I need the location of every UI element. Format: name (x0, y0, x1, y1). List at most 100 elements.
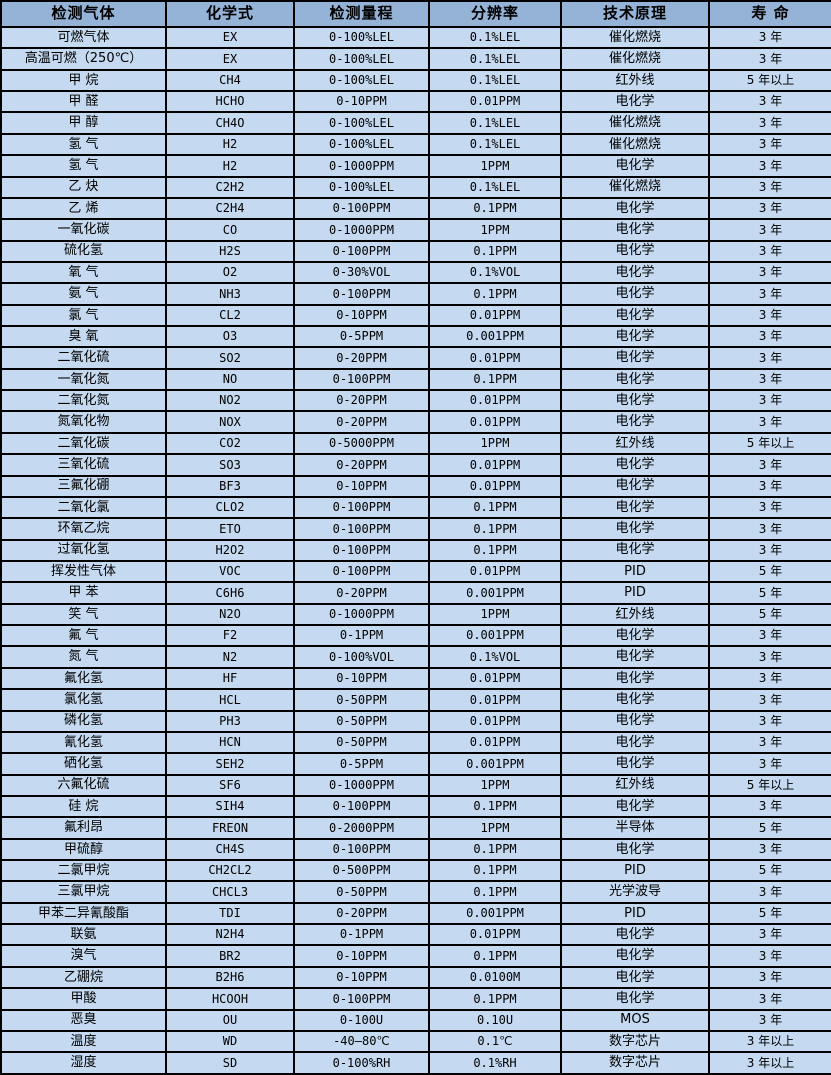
lifespan-cell: 3 年以上 (708, 1029, 831, 1054)
lifespan-cell: 3 年 (708, 282, 831, 306)
technical-principle-cell: 电化学 (560, 517, 710, 541)
lifespan-cell: 3 年 (708, 25, 831, 50)
resolution-cell: 0.001PPM (428, 624, 562, 648)
detection-range-cell: 0-100%LEL (293, 25, 430, 50)
technical-principle-cell: 电化学 (560, 794, 710, 819)
table-row: 氯化氢 HCL 0-50PPM 0.01PPM 电化学 3 年 (0, 688, 831, 712)
technical-principle-cell: 电化学 (560, 538, 710, 563)
technical-principle-cell: 电化学 (560, 752, 710, 776)
chemical-formula-cell: SO2 (165, 346, 295, 370)
chemical-formula-cell: HCHO (165, 90, 295, 114)
table-row: 过氧化氢 H2O2 0-100PPM 0.1PPM 电化学 3 年 (0, 538, 831, 563)
gas-name-cell: 氯化氢 (0, 688, 167, 712)
detection-range-cell: 0-100%RH (293, 1051, 430, 1075)
chemical-formula-cell: PH3 (165, 709, 295, 733)
lifespan-cell: 3 年 (708, 453, 831, 477)
detection-range-cell: 0-1000PPM (293, 154, 430, 178)
resolution-cell: 0.01PPM (428, 559, 562, 584)
detection-range-cell: 0-100PPM (293, 239, 430, 263)
detection-range-cell: 0-10PPM (293, 90, 430, 114)
resolution-cell: 0.1PPM (428, 196, 562, 221)
technical-principle-cell: 红外线 (560, 68, 710, 93)
resolution-cell: 0.1PPM (428, 794, 562, 819)
lifespan-cell: 3 年 (708, 239, 831, 263)
technical-principle-cell: 电化学 (560, 410, 710, 434)
header-resolution: 分辨率 (428, 0, 562, 28)
chemical-formula-cell: H2 (165, 132, 295, 157)
table-row: 氰化氢 HCN 0-50PPM 0.01PPM 电化学 3 年 (0, 730, 831, 755)
technical-principle-cell: 红外线 (560, 773, 710, 797)
chemical-formula-cell: CH2CL2 (165, 858, 295, 883)
technical-principle-cell: 数字芯片 (560, 1029, 710, 1054)
gas-name-cell: 硫化氢 (0, 239, 167, 263)
table-row: 二氧化碳 CO2 0-5000PPM 1PPM 红外线 5 年以上 (0, 431, 831, 456)
resolution-cell: 0.1%LEL (428, 25, 562, 50)
gas-name-cell: 联氨 (0, 923, 167, 947)
detection-range-cell: 0-20PPM (293, 453, 430, 477)
gas-name-cell: 臭 氧 (0, 325, 167, 349)
gas-name-cell: 氢 气 (0, 154, 167, 178)
header-lifespan: 寿 命 (708, 0, 831, 28)
detection-range-cell: 0-50PPM (293, 880, 430, 904)
gas-name-cell: 三氯甲烷 (0, 880, 167, 904)
lifespan-cell: 3 年 (708, 987, 831, 1011)
detection-range-cell: 0-100%LEL (293, 47, 430, 71)
lifespan-cell: 3 年 (708, 688, 831, 712)
table-row: 甲 苯 C6H6 0-20PPM 0.001PPM PID 5 年 (0, 581, 831, 605)
detection-range-cell: 0-100%LEL (293, 111, 430, 135)
lifespan-cell: 3 年 (708, 175, 831, 199)
lifespan-cell: 5 年 (708, 581, 831, 605)
chemical-formula-cell: SO3 (165, 453, 295, 477)
resolution-cell: 0.1%VOL (428, 260, 562, 285)
chemical-formula-cell: CH4S (165, 837, 295, 862)
table-row: 乙硼烷 B2H6 0-10PPM 0.0100M 电化学 3 年 (0, 965, 831, 990)
resolution-cell: 0.01PPM (428, 346, 562, 370)
table-header: 检测气体 化学式 检测量程 分辨率 技术原理 寿 命 (0, 0, 831, 28)
table-row: 乙 炔 C2H2 0-100%LEL 0.1%LEL 催化燃烧 3 年 (0, 175, 831, 199)
resolution-cell: 0.0100M (428, 965, 562, 990)
gas-name-cell: 高温可燃（250℃） (0, 47, 167, 71)
detection-range-cell: 0-100%LEL (293, 68, 430, 93)
chemical-formula-cell: EX (165, 47, 295, 71)
table-row: 乙 烯 C2H4 0-100PPM 0.1PPM 电化学 3 年 (0, 196, 831, 221)
gas-name-cell: 甲 烷 (0, 68, 167, 93)
gas-name-cell: 温度 (0, 1029, 167, 1054)
resolution-cell: 0.1PPM (428, 517, 562, 541)
table-row: 氮氧化物 NOX 0-20PPM 0.01PPM 电化学 3 年 (0, 410, 831, 434)
detection-range-cell: 0-5PPM (293, 325, 430, 349)
detection-range-cell: 0-20PPM (293, 410, 430, 434)
chemical-formula-cell: CL2 (165, 303, 295, 328)
chemical-formula-cell: CH4 (165, 68, 295, 93)
lifespan-cell: 3 年以上 (708, 1051, 831, 1075)
detection-range-cell: 0-50PPM (293, 709, 430, 733)
detection-range-cell: 0-10PPM (293, 303, 430, 328)
detection-range-cell: 0-20PPM (293, 389, 430, 413)
gas-name-cell: 硅 烷 (0, 794, 167, 819)
technical-principle-cell: 电化学 (560, 282, 710, 306)
lifespan-cell: 3 年 (708, 389, 831, 413)
chemical-formula-cell: CO2 (165, 431, 295, 456)
resolution-cell: 0.1℃ (428, 1029, 562, 1054)
table-row: 联氨 N2H4 0-1PPM 0.01PPM 电化学 3 年 (0, 923, 831, 947)
resolution-cell: 1PPM (428, 218, 562, 242)
chemical-formula-cell: H2 (165, 154, 295, 178)
technical-principle-cell: 电化学 (560, 196, 710, 221)
gas-name-cell: 甲苯二异氰酸酯 (0, 901, 167, 926)
chemical-formula-cell: SEH2 (165, 752, 295, 776)
gas-name-cell: 硒化氢 (0, 752, 167, 776)
chemical-formula-cell: FREON (165, 816, 295, 840)
detection-range-cell: 0-100PPM (293, 196, 430, 221)
technical-principle-cell: 电化学 (560, 666, 710, 691)
technical-principle-cell: PID (560, 559, 710, 584)
detection-range-cell: 0-100PPM (293, 282, 430, 306)
detection-range-cell: 0-100PPM (293, 559, 430, 584)
resolution-cell: 0.01PPM (428, 389, 562, 413)
resolution-cell: 0.1%LEL (428, 68, 562, 93)
detection-range-cell: 0-100PPM (293, 794, 430, 819)
table-row: 硫化氢 H2S 0-100PPM 0.1PPM 电化学 3 年 (0, 239, 831, 263)
resolution-cell: 0.1%RH (428, 1051, 562, 1075)
detection-range-cell: 0-100%LEL (293, 132, 430, 157)
technical-principle-cell: 电化学 (560, 474, 710, 498)
technical-principle-cell: 电化学 (560, 303, 710, 328)
table-row: 氟利昂 FREON 0-2000PPM 1PPM 半导体 5 年 (0, 816, 831, 840)
